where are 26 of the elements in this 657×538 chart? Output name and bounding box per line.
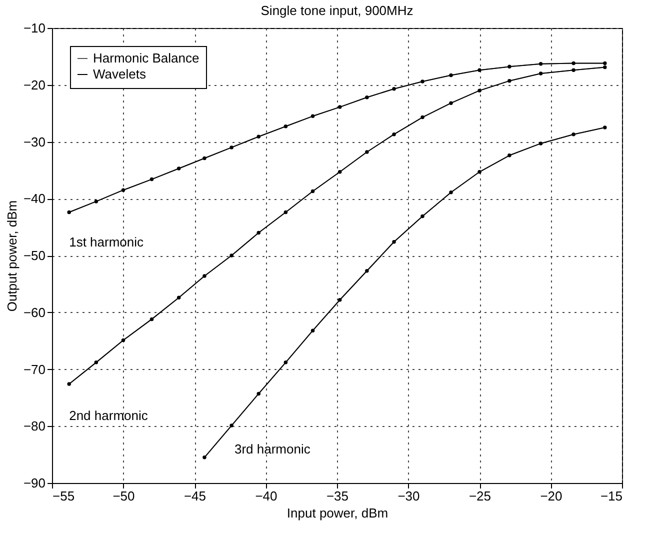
y-tick-label: −10 [23, 20, 46, 36]
y-tick-label: −40 [23, 191, 46, 206]
legend-label: Harmonic Balance [93, 50, 200, 66]
x-tick-label: −15 [600, 488, 622, 504]
annotation: 3rd harmonic [234, 441, 311, 456]
y-tick-label: −20 [23, 77, 46, 92]
x-tick-label: −50 [112, 488, 135, 504]
x-axis-title: Input power, dBm [286, 506, 388, 520]
annotation: 2nd harmonic [69, 408, 148, 424]
y-axis-title: Output power, dBm [4, 200, 20, 312]
y-tick-label: −80 [23, 418, 46, 434]
y-tick-label: −60 [23, 304, 46, 320]
x-tick-label: −20 [540, 488, 562, 504]
y-tick-label: −30 [23, 134, 46, 150]
x-tick-label: −35 [326, 488, 349, 504]
x-tick-label: −30 [398, 488, 420, 504]
x-tick-label: −40 [255, 488, 278, 504]
legend-label: Wavelets [93, 66, 146, 82]
y-tick-label: −90 [23, 476, 46, 490]
x-tick-label: −25 [468, 488, 492, 504]
x-tick-label: −55 [52, 488, 75, 504]
y-tick-label: −70 [23, 362, 46, 377]
annotation: 1st harmonic [69, 234, 144, 250]
x-tick-label: −45 [184, 488, 206, 504]
chart-title: Single tone input, 900MHz [260, 3, 414, 18]
y-tick-label: −50 [23, 248, 46, 263]
